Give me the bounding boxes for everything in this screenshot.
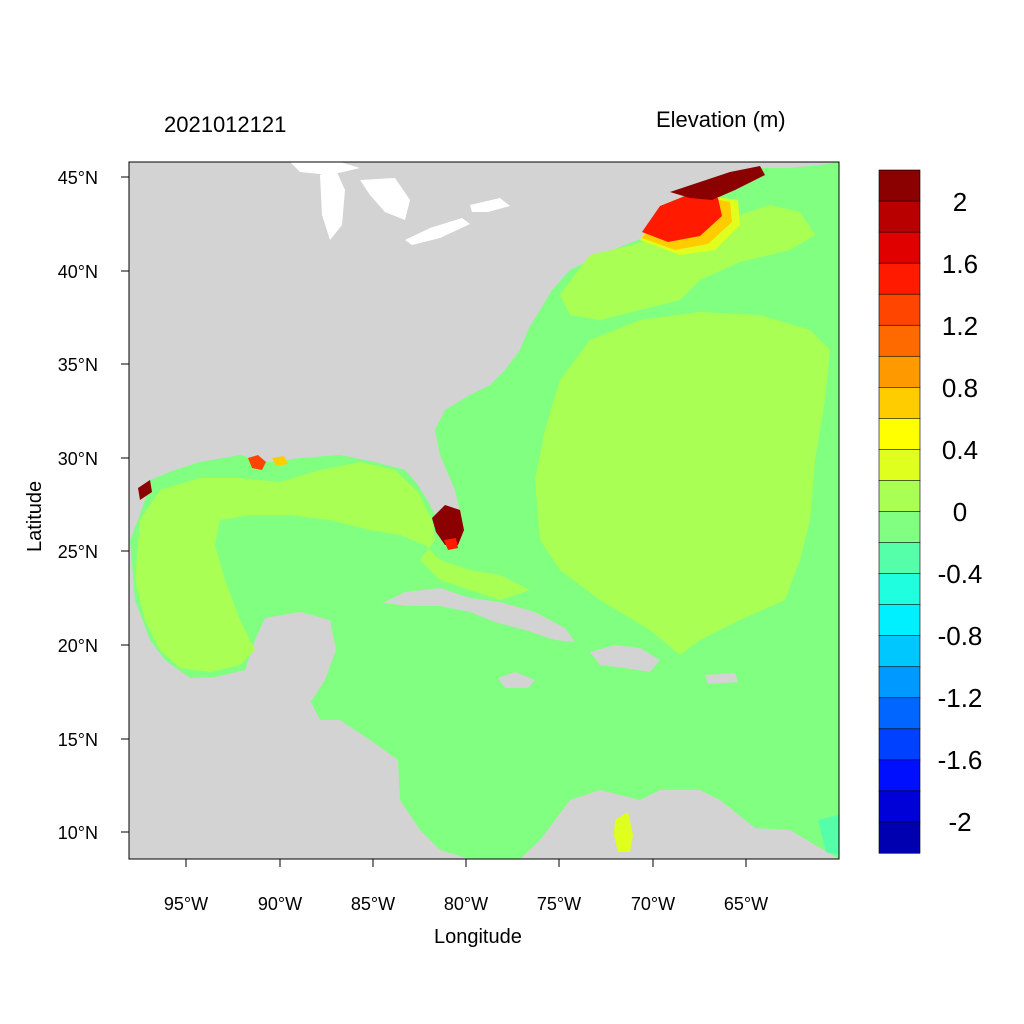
y-tick-label: 20°N: [58, 636, 98, 656]
hispaniola: [590, 645, 660, 672]
surge-darkred-band: [670, 166, 765, 200]
colorbar-label: -0.8: [938, 621, 983, 651]
colorbar-label: 1.6: [942, 249, 978, 279]
lake-erie: [405, 218, 470, 245]
colorbar-swatch: [878, 759, 921, 792]
y-tick-label: 25°N: [58, 542, 98, 562]
x-tick-label: 80°W: [444, 894, 488, 914]
colorbar-swatch: [878, 449, 921, 482]
colorbar-swatch: [878, 666, 921, 699]
x-tick-label: 75°W: [537, 894, 581, 914]
gulf-low-positive-region: [135, 462, 530, 672]
x-axis-label: Longitude: [434, 926, 522, 948]
x-tick-label: 65°W: [724, 894, 768, 914]
yucatan: [265, 612, 336, 710]
colorbar-label: 0.4: [942, 435, 978, 465]
florida-surge: [432, 505, 464, 545]
x-tick-label: 85°W: [351, 894, 395, 914]
map-date-label: 2021012121: [164, 112, 287, 137]
colorbar-swatch: [878, 573, 921, 606]
colorbar-label: -1.2: [938, 683, 983, 713]
colorbar: [878, 169, 921, 854]
colorbar-swatch: [878, 262, 921, 295]
colorbar-labels: 2 1.6 1.2 0.8 0.4 0 -0.4 -0.8 -1.2 -1.6 …: [938, 187, 983, 837]
y-tick-label: 30°N: [58, 449, 98, 469]
colorbar-label: 0.8: [942, 373, 978, 403]
lake-maracaibo: [614, 812, 633, 852]
colorbar-swatch: [878, 200, 921, 233]
colorbar-swatch: [878, 635, 921, 668]
colorbar-label: 0: [953, 497, 967, 527]
north-atlantic-low-positive-region: [560, 205, 815, 320]
louisiana-surge-2: [272, 456, 288, 466]
x-tick-label: 95°W: [164, 894, 208, 914]
colorbar-swatch: [878, 480, 921, 513]
jamaica: [498, 672, 535, 688]
y-tick-label: 45°N: [58, 168, 98, 188]
x-tick-label: 70°W: [631, 894, 675, 914]
puerto-rico: [705, 673, 738, 684]
y-tick-label: 10°N: [58, 823, 98, 843]
x-tick-label: 90°W: [258, 894, 302, 914]
colorbar-swatch: [878, 697, 921, 730]
colorbar-swatch: [878, 169, 921, 202]
colorbar-label: -1.6: [938, 745, 983, 775]
sea-low-positive-region: [535, 312, 830, 655]
colorbar-label: -0.4: [938, 559, 983, 589]
surge-red-band: [642, 194, 722, 242]
colorbar-label: -2: [948, 807, 971, 837]
lake-superior: [290, 162, 360, 175]
colorbar-swatch: [878, 418, 921, 451]
colorbar-swatch: [878, 324, 921, 357]
colorbar-swatch: [878, 821, 921, 854]
colorbar-swatch: [878, 293, 921, 326]
colorbar-label: 2: [953, 187, 967, 217]
y-tick-label: 40°N: [58, 262, 98, 282]
colorbar-swatch: [878, 604, 921, 637]
colorbar-swatch: [878, 511, 921, 544]
lake-ontario: [470, 198, 510, 212]
variable-title: Elevation (m): [656, 107, 786, 132]
map-field: [129, 162, 839, 859]
y-tick-label: 15°N: [58, 730, 98, 750]
lake-michigan: [320, 168, 345, 240]
colorbar-swatch: [878, 387, 921, 419]
southeast-cyan-patch: [818, 815, 839, 855]
texas-coast-fringe: [138, 480, 152, 500]
x-axis: [185, 859, 747, 867]
lake-huron: [360, 178, 410, 220]
colorbar-swatch: [878, 728, 921, 761]
florida-surge-tip: [444, 538, 458, 550]
colorbar-swatch: [878, 231, 921, 264]
colorbar-swatch: [878, 355, 921, 388]
louisiana-surge: [248, 455, 266, 470]
y-axis: [121, 176, 129, 833]
y-tick-label: 35°N: [58, 355, 98, 375]
colorbar-label: 1.2: [942, 311, 978, 341]
colorbar-swatch: [878, 790, 921, 823]
colorbar-swatch: [878, 542, 921, 575]
map-frame: [128, 161, 840, 860]
cuba: [383, 588, 575, 642]
